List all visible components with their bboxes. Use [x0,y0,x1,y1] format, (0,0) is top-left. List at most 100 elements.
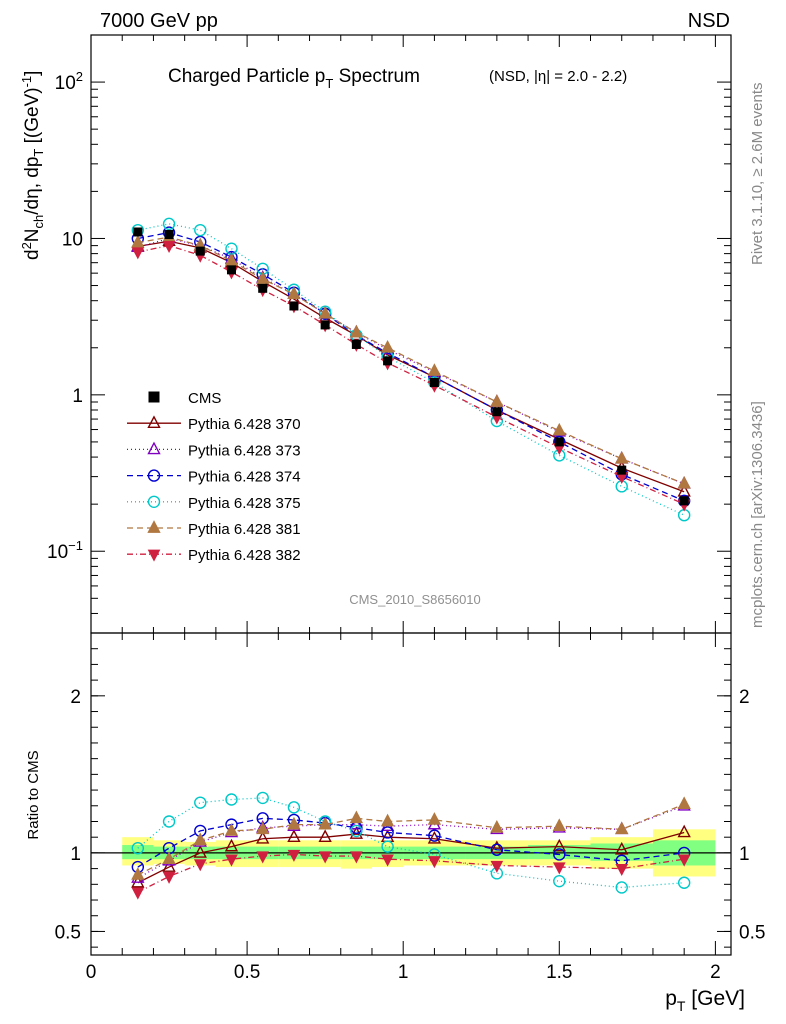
ratio-point [287,849,301,862]
legend-label: Pythia 6.428 375 [188,495,301,512]
ratio-ylabel: Ratio to CMS [25,750,42,839]
legend-marker [147,469,161,482]
ratio-point [162,815,176,828]
main-series [133,227,689,506]
data-point [320,320,330,330]
ratio-point [490,843,504,856]
ratio-point [287,829,301,843]
ratio-point [615,863,629,877]
ratio-ytick-label: 1 [70,844,81,865]
ratio-ytick-label: 2 [739,687,750,708]
ratio-point [287,801,301,814]
ratio-point [318,851,332,864]
header-left: 7000 GeV pp [100,10,218,32]
ratio-point [287,816,301,830]
data-point [490,394,504,407]
legend-item: Pythia 6.428 382 [127,547,301,564]
ratio-point [552,818,566,832]
xlabel: pT [GeV] [665,987,745,1014]
ratio-point [677,796,691,810]
ratio-point [256,821,270,835]
ratio-point [193,845,207,858]
legend-label: Pythia 6.428 382 [188,547,301,564]
ratio-point [490,840,504,854]
ratio-point [553,848,566,861]
ratio-xtick-label: 1.5 [546,962,572,983]
data-point [429,377,439,387]
data-point [615,450,629,464]
ratio-point [162,859,176,872]
main-panel: 102 10 1 10−1 [47,34,732,634]
ratio-point [131,841,145,855]
ratio-point [490,819,504,833]
data-point [258,283,268,293]
ratio-point [350,851,363,864]
ratio-band-inner [122,845,154,860]
data-point [492,407,502,417]
ratio-xtick-label: 0 [86,962,97,983]
data-point [617,465,627,475]
ratio-point [225,854,238,867]
ratio-xtick-label: 1 [398,962,409,983]
ratio-series [131,849,691,900]
ratio-point [553,874,566,888]
main-series-line [137,244,685,505]
legend-marker [147,415,161,429]
data-point [195,246,205,256]
data-point [677,475,691,489]
legend-item: CMS [148,390,221,407]
ratio-point [349,810,364,824]
data-point [351,339,361,349]
main-series-line [137,236,685,485]
ratio-ytick-label: 0.5 [55,922,81,943]
ratio-point [224,823,239,836]
main-ytick-label: 102 [55,69,83,94]
legend-item: Pythia 6.428 370 [127,415,301,433]
ratio-point [615,821,629,835]
data-point [162,240,176,254]
legend-marker [147,495,161,508]
ratio-point [193,859,207,872]
ratio-point [427,812,442,825]
data-point [318,305,332,319]
ratio-series-line [137,803,685,876]
main-frame [90,34,732,634]
legend-item: Pythia 6.428 373 [127,441,301,459]
ratio-point [427,830,442,844]
data-point [383,356,393,366]
legend-label: Pythia 6.428 374 [188,469,301,486]
main-series [131,229,691,489]
data-point [427,363,442,376]
data-point [131,247,145,260]
data-point [164,230,174,240]
ratio-point [131,867,145,880]
ratio-band-inner [590,843,653,861]
ratio-point [225,793,238,806]
plot-title: Charged Particle pT Spectrum [168,66,420,91]
main-series [131,226,691,508]
legend-item: Pythia 6.428 374 [127,469,301,486]
ratio-point [381,826,394,839]
ratio-point [381,854,394,867]
ratio-xtick-label: 2 [710,962,721,983]
ratio-point [256,851,270,864]
ratio-point [194,796,207,809]
ratio-point [256,791,269,805]
ratio-point [677,876,691,889]
ratio-point [490,860,504,873]
legend-item: Pythia 6.428 375 [127,495,301,512]
legend: CMS Pythia 6.428 370 Pythia 6.428 373 Pythi… [127,390,301,564]
main-series-line [137,231,685,502]
ratio-point [677,824,691,838]
side-label-top: Rivet 3.1.10, ≥ 2.6M events [749,83,766,266]
ratio-point [256,830,270,844]
legend-item: Pythia 6.428 381 [127,520,301,538]
ratio-series [131,791,691,894]
legend-marker [147,549,161,562]
ratio-point [381,840,394,853]
ratio-point [428,829,441,842]
data-point [349,324,364,338]
ratio-point [318,829,332,843]
main-ytick-label: 10 [62,229,83,250]
